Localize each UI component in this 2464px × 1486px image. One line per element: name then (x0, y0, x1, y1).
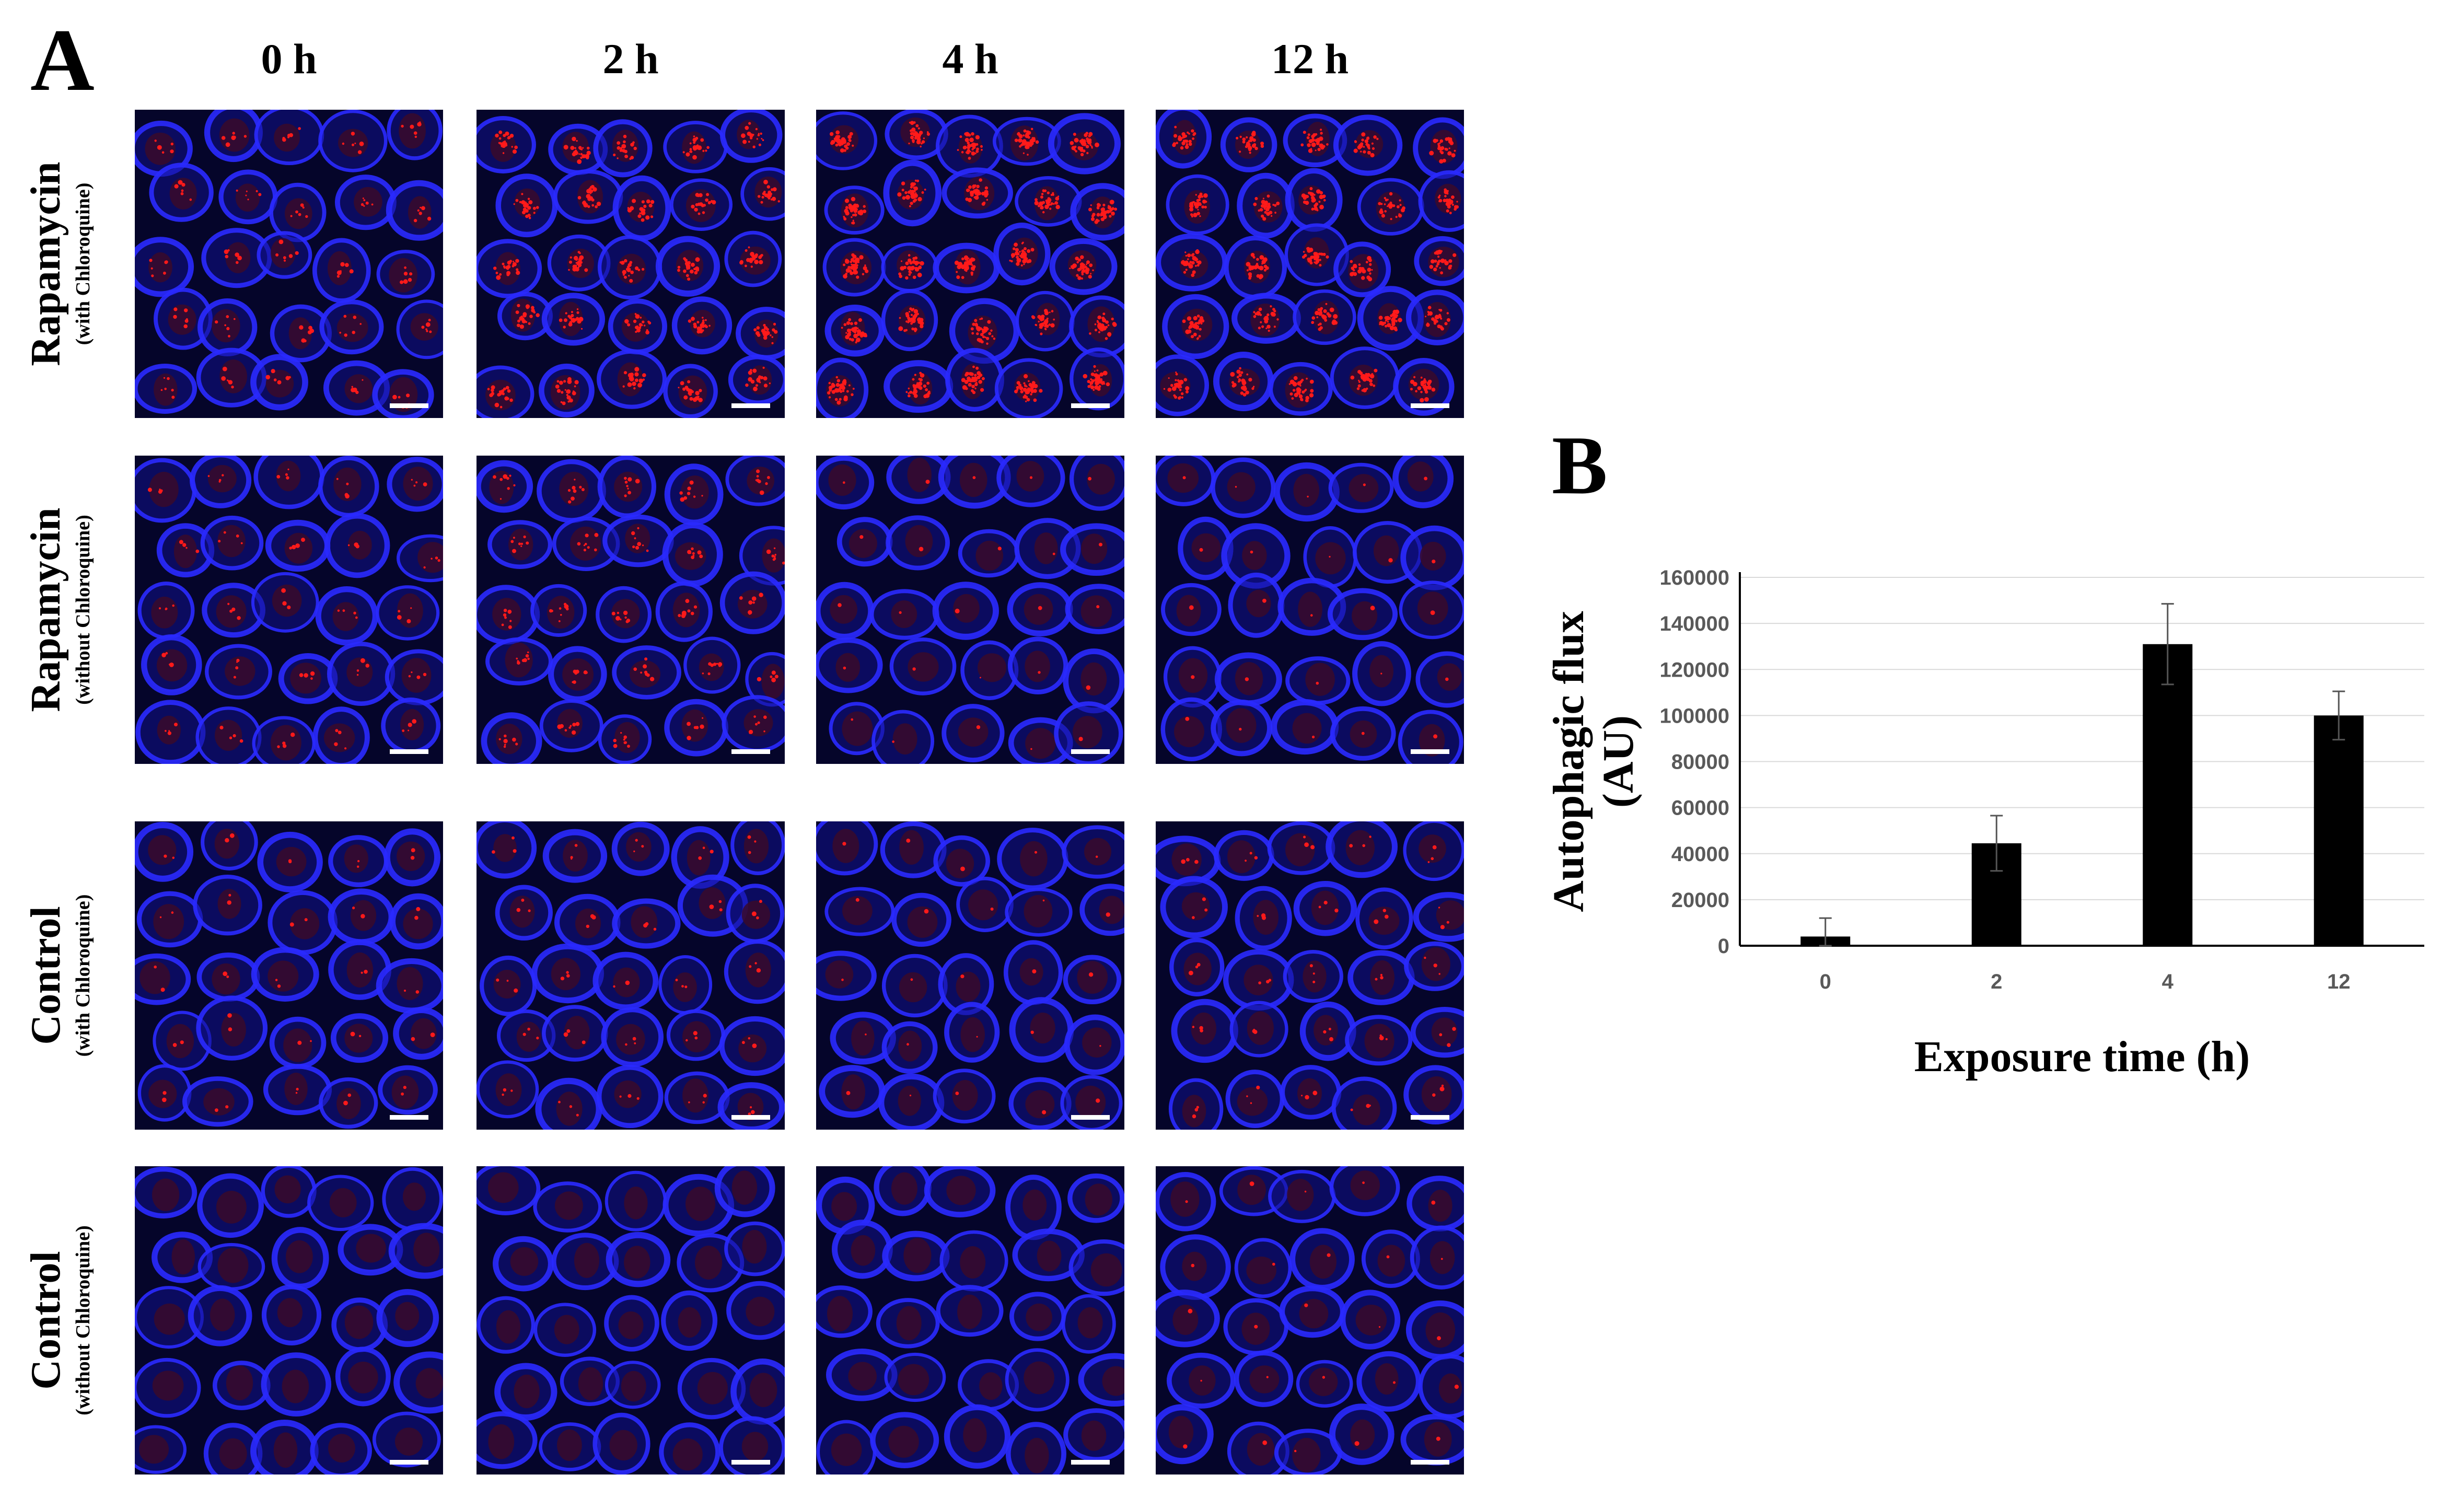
micrograph-image (816, 821, 1124, 1130)
y-tick-label: 0 (1718, 935, 1729, 958)
y-tick-label: 40000 (1671, 843, 1729, 866)
micrograph-image (135, 456, 443, 764)
micrograph-image (476, 110, 785, 418)
micrograph-r2-c3 (1156, 821, 1464, 1130)
micrograph-image (1156, 110, 1464, 418)
y-tick-label: 80000 (1671, 751, 1729, 774)
x-tick-label: 12 (2327, 970, 2351, 993)
micrograph-image (476, 456, 785, 764)
error-bar-12 (2332, 690, 2345, 741)
row-label-0: Rapamycin (with Chloroquine) (21, 110, 136, 418)
x-axis-title: Exposure time (h) (1914, 1032, 2250, 1081)
y-tick-label: 120000 (1660, 658, 1729, 681)
row-subtitle-1: (without Chloroquine) (72, 515, 94, 705)
row-subtitle-3: (without Chloroquine) (72, 1225, 94, 1415)
micrograph-r3-c3 (1156, 1166, 1464, 1475)
error-bar-0 (1819, 917, 1832, 947)
row-title-0: Rapamycin (23, 161, 69, 366)
micrograph-r2-c2 (816, 821, 1124, 1130)
micrograph-r0-c2 (816, 110, 1124, 418)
row-label-1: Rapamycin (without Chloroquine) (21, 456, 136, 764)
column-header-0: 0 h (261, 35, 317, 83)
micrograph-r0-c0 (135, 110, 443, 418)
micrograph-image (135, 1166, 443, 1475)
micrograph-r3-c2 (816, 1166, 1124, 1475)
autophagic-flux-chart: 0 20000 40000 60000 80000 100000 120000 140000 1… (1541, 543, 2464, 1118)
micrograph-r3-c1 (476, 1166, 785, 1475)
micrograph-image (476, 1166, 785, 1475)
row-label-3: Control (without Chloroquine) (21, 1166, 136, 1475)
x-tick-label: 4 (2162, 970, 2174, 993)
micrograph-r3-c0 (135, 1166, 443, 1475)
y-tick-label: 60000 (1671, 797, 1729, 820)
micrograph-r1-c1 (476, 456, 785, 764)
micrograph-image (816, 110, 1124, 418)
row-title-2: Control (23, 906, 69, 1045)
row-label-2: Control (with Chloroquine) (21, 821, 136, 1130)
column-header-1: 2 h (602, 35, 659, 83)
micrograph-image (816, 456, 1124, 764)
column-header-2: 4 h (942, 35, 998, 83)
micrograph-r1-c0 (135, 456, 443, 764)
micrograph-r0-c3 (1156, 110, 1464, 418)
micrograph-image (1156, 821, 1464, 1130)
error-bar-2 (1990, 815, 2003, 872)
row-title-3: Control (23, 1251, 69, 1390)
error-bar-4 (2161, 603, 2174, 686)
x-tick-label: 2 (1991, 970, 2002, 993)
micrograph-image (135, 821, 443, 1130)
panel-a-letter: A (30, 11, 95, 109)
panel-b-letter: B (1552, 419, 1608, 512)
y-tick-label: 100000 (1660, 704, 1729, 727)
micrograph-r1-c2 (816, 456, 1124, 764)
x-tick-label: 0 (1820, 970, 1831, 993)
y-tick-label: 140000 (1660, 612, 1729, 635)
bar-4 (2143, 644, 2193, 946)
micrograph-image (476, 821, 785, 1130)
micrograph-r2-c1 (476, 821, 785, 1130)
y-tick-label: 160000 (1660, 566, 1729, 589)
micrograph-image (816, 1166, 1124, 1475)
micrograph-image (135, 110, 443, 418)
y-axis-title-line1: Autophagic flux (1544, 611, 1593, 912)
row-title-1: Rapamycin (23, 507, 69, 712)
y-axis-title-line2: (AU) (1594, 715, 1643, 808)
bar-12 (2314, 715, 2364, 946)
row-subtitle-0: (with Chloroquine) (72, 182, 94, 345)
micrograph-r2-c0 (135, 821, 443, 1130)
bar-chart-svg: 0 20000 40000 60000 80000 100000 120000 140000 1… (1544, 566, 2424, 1081)
row-subtitle-2: (with Chloroquine) (72, 894, 94, 1057)
column-header-3: 12 h (1271, 35, 1349, 83)
micrograph-r0-c1 (476, 110, 785, 418)
micrograph-image (1156, 1166, 1464, 1475)
y-tick-label: 20000 (1671, 889, 1729, 912)
micrograph-r1-c3 (1156, 456, 1464, 764)
micrograph-image (1156, 456, 1464, 764)
